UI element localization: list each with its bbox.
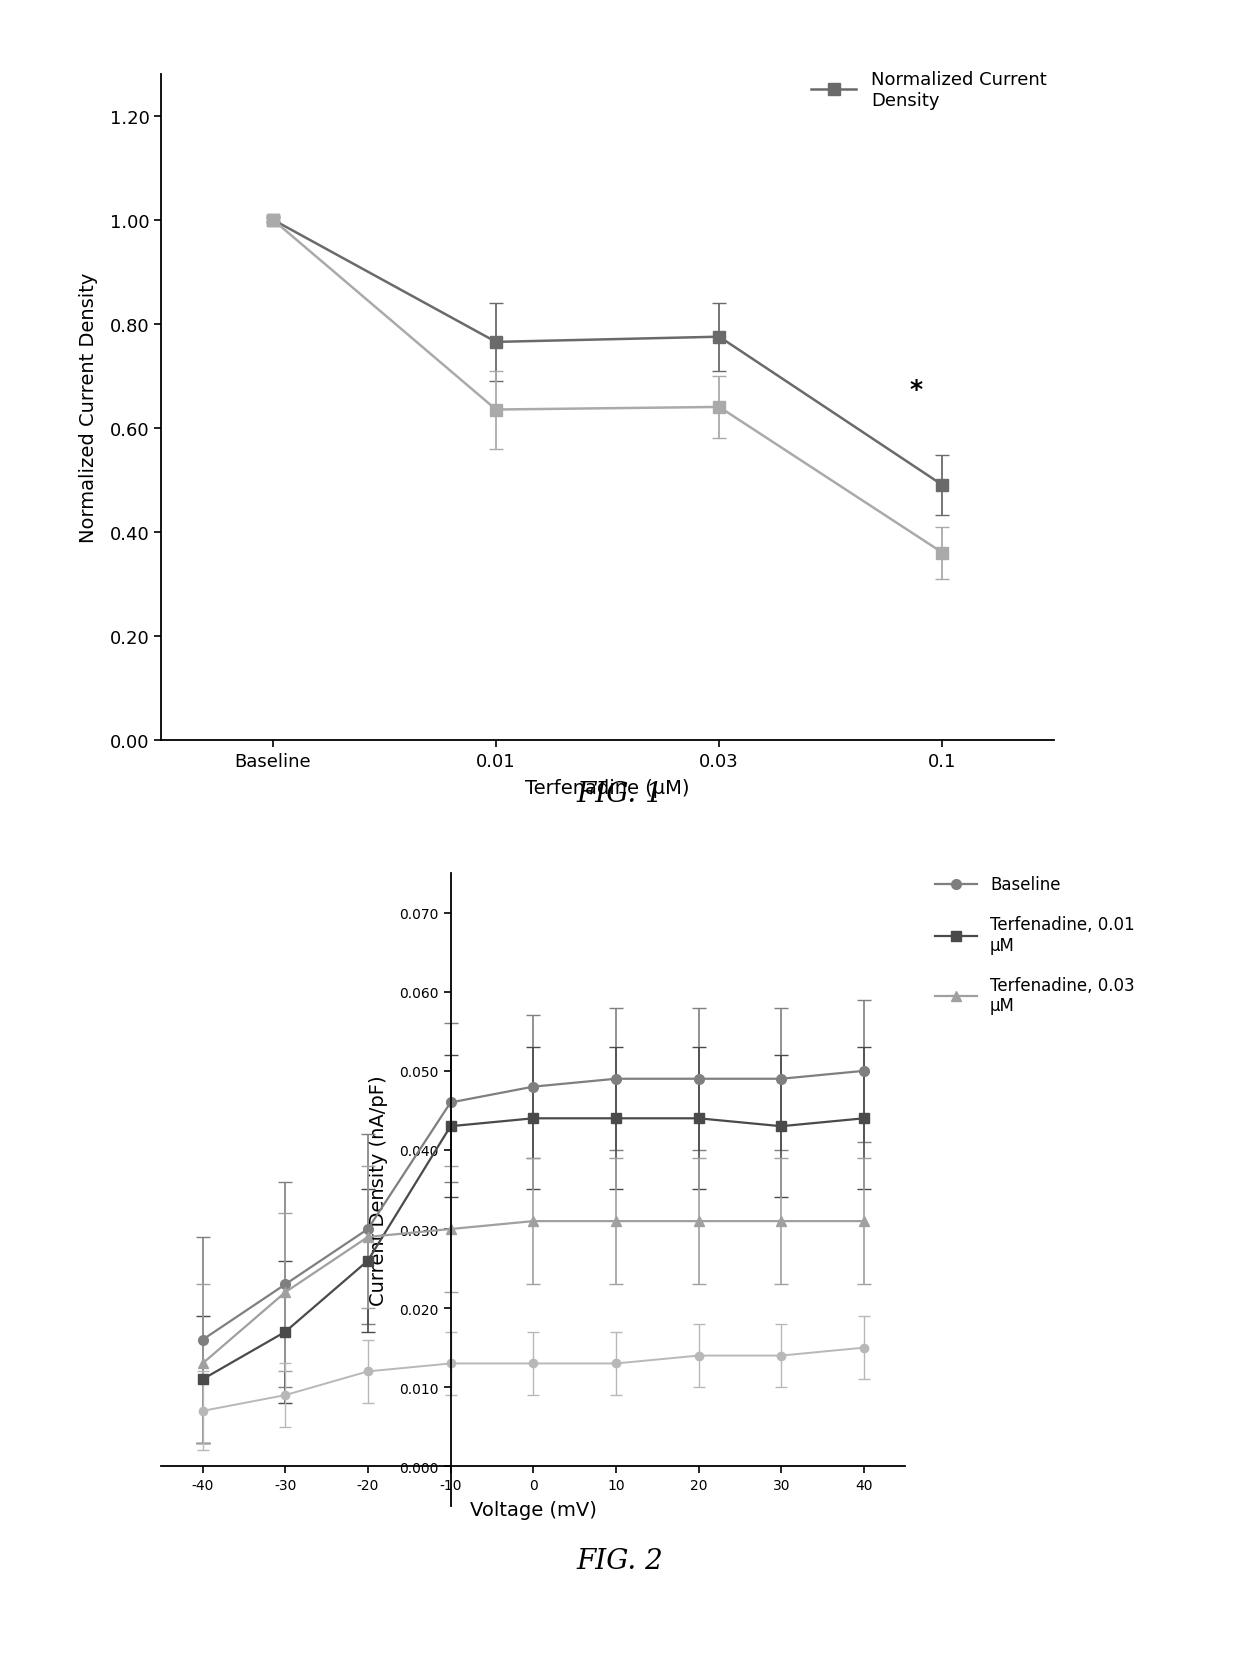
X-axis label: Terfenadine (μM): Terfenadine (μM) (526, 779, 689, 797)
Text: *: * (909, 378, 923, 401)
X-axis label: Voltage (mV): Voltage (mV) (470, 1501, 596, 1519)
Legend: Baseline, Terfenadine, 0.01
μM, Terfenadine, 0.03
μM: Baseline, Terfenadine, 0.01 μM, Terfenad… (929, 869, 1141, 1022)
Text: FIG. 2: FIG. 2 (577, 1548, 663, 1574)
Legend: Normalized Current
Density: Normalized Current Density (804, 63, 1054, 116)
Y-axis label: Current Density (nA/pF): Current Density (nA/pF) (370, 1075, 388, 1305)
Text: FIG. 1: FIG. 1 (577, 780, 663, 807)
Y-axis label: Normalized Current Density: Normalized Current Density (79, 273, 98, 542)
